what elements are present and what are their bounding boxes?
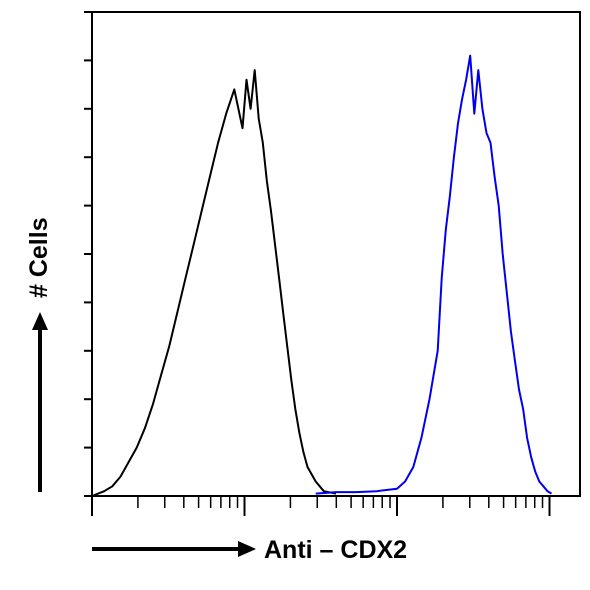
plot-frame xyxy=(91,11,581,497)
cdx2-histogram-line xyxy=(315,54,553,495)
y-axis-arrow-head xyxy=(32,312,48,330)
y-axis-ticks xyxy=(84,11,92,497)
x-axis-arrow-head xyxy=(238,541,256,557)
y-axis-label: # Cells xyxy=(25,217,53,298)
series-layer xyxy=(91,54,553,497)
x-axis-label: Anti – CDX2 xyxy=(264,536,407,564)
x-axis-label-group: Anti – CDX2 xyxy=(92,536,407,564)
y-axis-label-group: # Cells xyxy=(25,217,53,492)
x-axis-ticks xyxy=(91,496,551,516)
control-histogram-line xyxy=(91,69,337,497)
